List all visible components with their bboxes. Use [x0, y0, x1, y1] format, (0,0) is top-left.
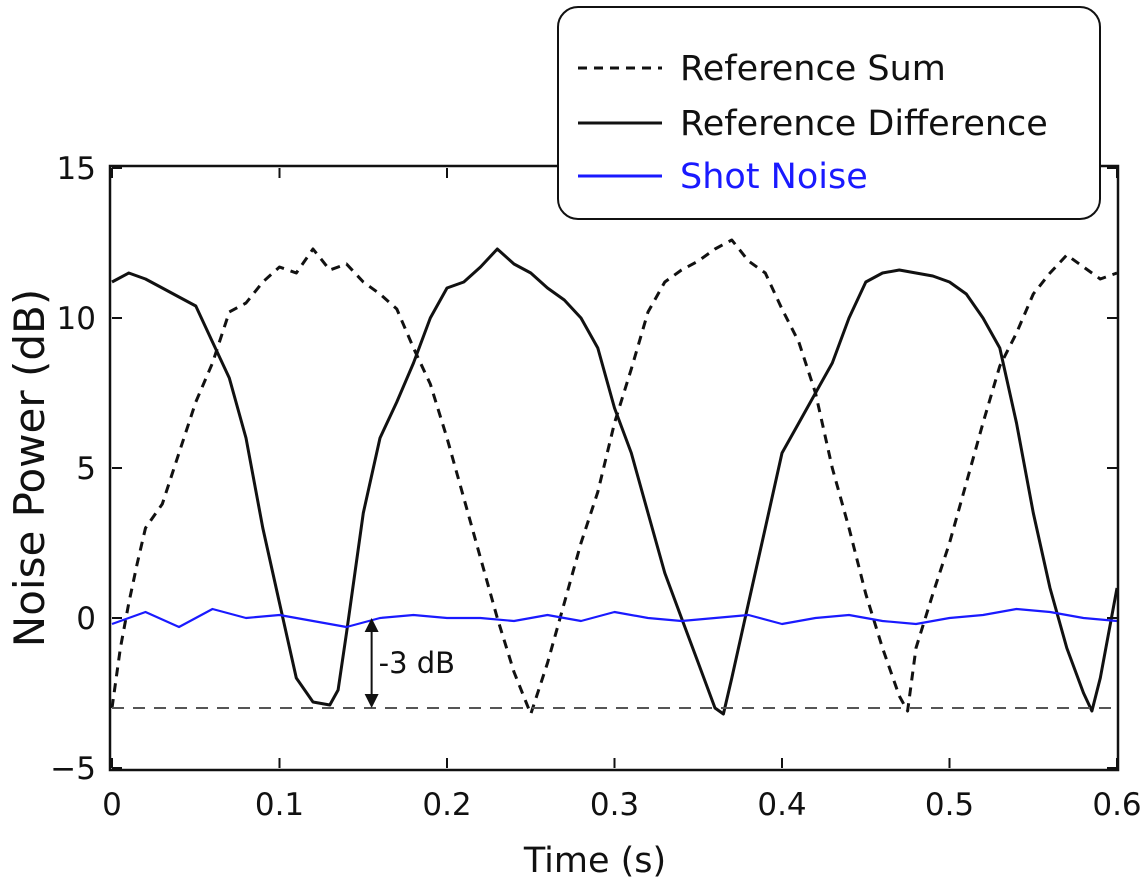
annotation-arrowhead-down-icon — [364, 694, 379, 708]
series-line-shot-noise — [111, 607, 1118, 629]
y-tick-label: 0 — [76, 601, 96, 637]
y-axis-ticks: −5 0 5 10 15 — [50, 151, 1117, 787]
series-line-reference-difference — [111, 247, 1118, 716]
legend-box — [557, 6, 1101, 220]
series-layer — [110, 238, 1118, 716]
x-tick-label: 0.5 — [925, 787, 974, 823]
minus-3db-annotation: -3 dB — [364, 618, 455, 708]
legend: Reference Sum Reference Difference Shot No… — [557, 6, 1101, 220]
annotation-label: -3 dB — [379, 646, 455, 680]
x-axis-title: Time (s) — [523, 841, 666, 881]
legend-entries: Reference Sum Reference Difference Shot No… — [578, 49, 1048, 197]
x-axis-ticks: 0 0.1 0.2 0.3 0.4 0.5 0.6 — [102, 168, 1142, 823]
y-tick-label: 10 — [57, 301, 96, 337]
x-tick-label: 0.3 — [590, 787, 639, 823]
plot-area-frame — [108, 164, 1120, 772]
x-tick-label: 0.4 — [757, 787, 806, 823]
legend-label: Reference Sum — [680, 49, 946, 89]
y-tick-label: −5 — [50, 751, 96, 787]
x-tick-label: 0.2 — [422, 787, 471, 823]
series-line-reference-sum — [110, 238, 1118, 716]
legend-label: Shot Noise — [680, 157, 868, 197]
annotation-arrowhead-up-icon — [364, 618, 379, 632]
x-tick-label: 0 — [102, 787, 122, 823]
legend-label: Reference Difference — [680, 104, 1048, 144]
y-tick-label: 5 — [76, 451, 96, 487]
x-tick-label: 0.6 — [1092, 787, 1141, 823]
y-axis-title: Noise Power (dB) — [5, 289, 54, 647]
y-tick-label: 15 — [57, 151, 96, 187]
x-tick-label: 0.1 — [255, 787, 304, 823]
